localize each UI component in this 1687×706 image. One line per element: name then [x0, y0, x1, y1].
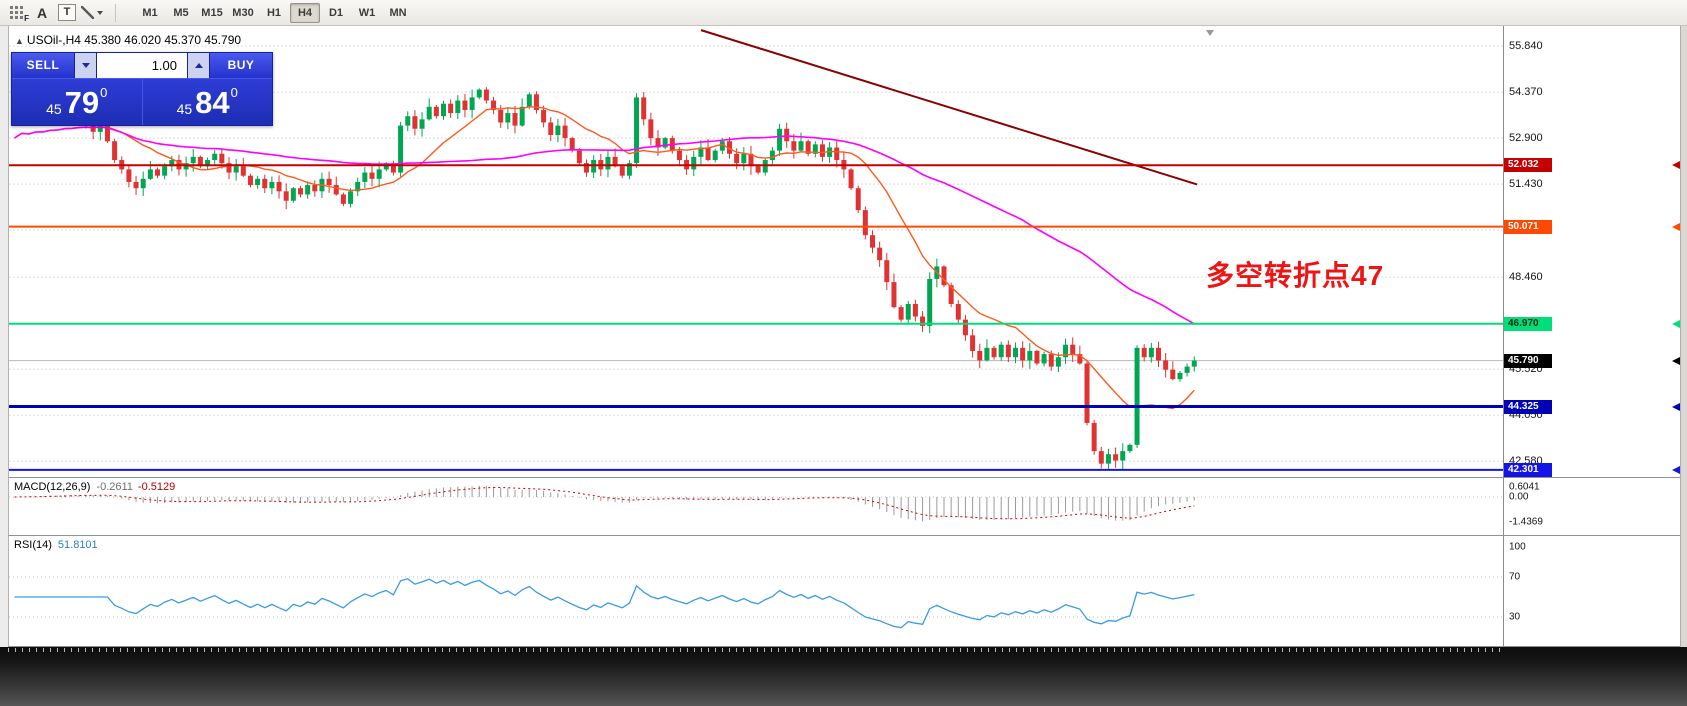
sell-button[interactable]: SELL: [12, 53, 74, 78]
shapes-tool-icon[interactable]: [81, 3, 103, 23]
price-line-badge: 50.071: [1504, 219, 1552, 234]
timeframe-m15-button[interactable]: M15: [201, 6, 223, 19]
diagonal-line-icon: [81, 6, 94, 19]
sell-price-handle: 45: [46, 101, 62, 117]
timeframe-mn-button[interactable]: MN: [389, 6, 407, 19]
price-marker-arrow: [1672, 356, 1680, 365]
timeframe-m30-button[interactable]: M30: [232, 6, 254, 19]
collapse-arrow-icon[interactable]: ▲: [15, 36, 24, 46]
toolbar: F A T M1 M5 M15 M30 H1 H4 D1 W1 MN: [0, 0, 1687, 26]
timeframe-m5-button[interactable]: M5: [173, 6, 189, 19]
price-axis-label: 54.370: [1509, 86, 1543, 99]
buy-price-handle: 45: [176, 101, 193, 117]
rsi-label: RSI(14) 51.8101: [14, 539, 98, 551]
text-label-tool-icon[interactable]: A: [36, 4, 48, 21]
price-marker-arrow: [1672, 161, 1680, 170]
buy-price[interactable]: 45 84 0: [141, 79, 273, 125]
trade-prices-row: 45 79 0 45 84 0: [12, 78, 272, 125]
indicator-axis-label: 0.6041: [1509, 481, 1540, 493]
price-marker-arrow: [1672, 222, 1680, 231]
chevron-up-icon: [194, 63, 203, 68]
price-marker-arrow: [1672, 319, 1680, 328]
buy-price-pips: 84: [195, 84, 230, 120]
chart-annotation: 多空转折点47: [1206, 260, 1385, 291]
volume-dropdown-button[interactable]: [74, 53, 97, 78]
macd-chart: [9, 485, 1503, 522]
grid-tool-icon[interactable]: F: [6, 3, 29, 23]
indicator-axis-label: 30: [1509, 611, 1521, 623]
scroll-to-end-marker-icon[interactable]: [1206, 30, 1214, 36]
indicator-axis-label: 0.00: [1509, 491, 1529, 503]
candlestick-chart[interactable]: [9, 26, 1687, 477]
price-axis-separator: [1503, 26, 1504, 477]
indicator-axis-label: -1.4369: [1509, 516, 1543, 528]
timeframe-w1-button[interactable]: W1: [358, 6, 376, 19]
macd-signal-value: -0.5129: [137, 481, 176, 493]
time-axis-ticks: [8, 648, 1502, 652]
price-axis-label: 48.460: [1509, 271, 1543, 284]
rsi-value: 51.8101: [57, 539, 98, 551]
current-price-badge: 45.790: [1504, 353, 1552, 368]
timeframe-d1-button[interactable]: D1: [328, 6, 344, 19]
symbol-ohlc-text: USOil-,H4 45.380 46.020 45.370 45.790: [26, 33, 242, 47]
chart-column: ▲ USOil-,H4 45.380 46.020 45.370 45.790 S…: [8, 26, 1687, 647]
indicator-axis-label: 100: [1509, 541, 1526, 553]
volume-input[interactable]: [97, 53, 187, 78]
macd-name: MACD(12,26,9): [14, 481, 91, 493]
price-axis-separator: [1503, 478, 1504, 535]
sell-price-pipette: 0: [100, 85, 108, 100]
price-axis-label: 51.430: [1509, 178, 1543, 191]
buy-price-pipette: 0: [230, 85, 238, 100]
grid-sub-label: F: [24, 14, 29, 23]
trade-controls-row: SELL BUY: [12, 53, 272, 78]
chevron-down-icon: [81, 63, 90, 68]
price-line-badge: 46.970: [1504, 316, 1552, 331]
price-marker-arrow: [1672, 465, 1680, 474]
timeframe-group: M1 M5 M15 M30 H1 H4 D1 W1 MN: [135, 2, 414, 23]
macd-label: MACD(12,26,9) -0.2611 -0.5129: [14, 481, 175, 493]
volume-increase-button[interactable]: [187, 53, 210, 78]
macd-panel: MACD(12,26,9) -0.2611 -0.5129 0.6041 0.00 -1…: [8, 478, 1687, 536]
text-tool-glyph: T: [58, 4, 76, 21]
timeframe-h1-button[interactable]: H1: [266, 6, 282, 19]
price-axis-label: 52.900: [1509, 132, 1543, 145]
price-axis-separator: [1503, 536, 1504, 646]
window-right-border: [1680, 26, 1687, 647]
time-axis[interactable]: [0, 647, 1687, 706]
rsi-panel: RSI(14) 51.8101 100 70 30: [8, 536, 1687, 647]
toolbar-separator: [115, 3, 116, 22]
grid-glyph: F: [9, 5, 29, 23]
rsi-name: RSI(14): [14, 539, 52, 551]
price-marker-arrow: [1672, 402, 1680, 411]
price-line-badge: 44.325: [1504, 399, 1552, 414]
price-axis-label: 55.840: [1509, 40, 1543, 53]
symbol-info: ▲ USOil-,H4 45.380 46.020 45.370 45.790: [15, 33, 241, 47]
buy-button[interactable]: BUY: [210, 53, 272, 78]
price-line-badge: 42.301: [1504, 462, 1552, 477]
main-chart-panel: ▲ USOil-,H4 45.380 46.020 45.370 45.790 S…: [8, 26, 1687, 478]
sell-price-pips: 79: [64, 84, 100, 120]
timeframe-m1-button[interactable]: M1: [142, 6, 158, 19]
chevron-down-icon: [97, 10, 103, 15]
indicator-axis-label: 70: [1509, 571, 1521, 583]
timeframe-h4-button[interactable]: H4: [290, 2, 320, 23]
text-tool-icon[interactable]: T: [56, 3, 78, 23]
sell-price[interactable]: 45 79 0: [12, 79, 142, 125]
macd-main-value: -0.2611: [96, 481, 133, 493]
rsi-chart: [9, 576, 1503, 629]
price-line-badge: 52.032: [1504, 158, 1552, 173]
